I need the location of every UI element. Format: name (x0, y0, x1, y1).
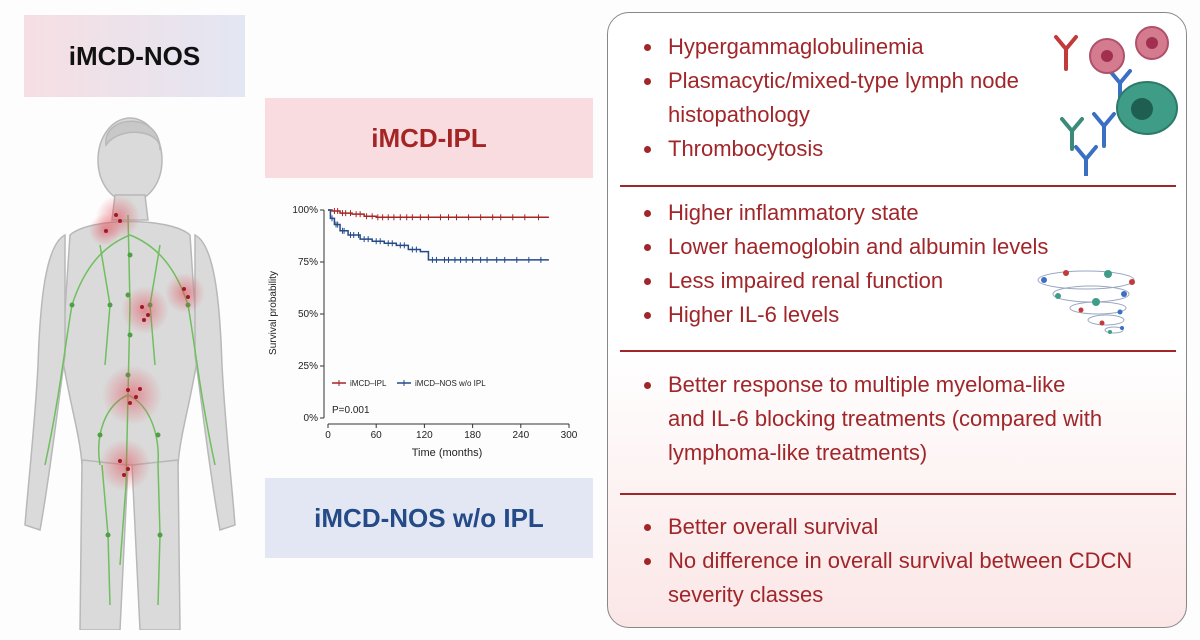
x-tick-label: 120 (416, 430, 433, 441)
chart-series (328, 208, 549, 263)
section-divider (620, 493, 1176, 495)
bullet-item: Hypergammaglobulinemia (641, 30, 1028, 64)
bullet-item: Higher inflammatory state (641, 196, 1048, 230)
legend-label: iMCD–NOS w/o IPL (415, 379, 486, 388)
chart-axes (320, 209, 570, 428)
antibodies-and-cells-icon (1054, 26, 1178, 176)
section-divider (620, 185, 1176, 187)
features-panel: Hypergammaglobulinemia Plasmacytic/mixed… (607, 12, 1187, 628)
y-tick-label: 75% (298, 257, 318, 268)
x-axis-label: Time (months) (412, 447, 483, 459)
y-tick-label: 0% (304, 413, 319, 424)
bullet-item: Better overall survival (641, 510, 1188, 544)
bullet-item: Better response to multiple myeloma-like… (641, 368, 1108, 470)
bullet-item: Higher IL-6 levels (641, 298, 1048, 332)
survival-curve (328, 209, 549, 219)
y-axis-label: Survival probability (268, 271, 279, 355)
imcd-ipl-label: iMCD-IPL (265, 98, 593, 178)
y-tick-label: 100% (292, 205, 318, 216)
bullet-item: Thrombocytosis (641, 132, 1028, 166)
bullet-item: No difference in overall survival betwee… (641, 544, 1188, 612)
imcd-nos-label: iMCD-NOS (24, 15, 245, 97)
x-tick-label: 240 (512, 430, 529, 441)
x-tick-label: 60 (371, 430, 383, 441)
chart-legend: iMCD–IPL iMCD–NOS w/o IPL (332, 379, 486, 388)
p-value-annotation: P=0.001 (332, 405, 370, 416)
cytokine-storm-icon (1037, 270, 1135, 334)
bullet-item: Less impaired renal function (641, 264, 1048, 298)
legend-label: iMCD–IPL (350, 379, 387, 388)
y-tick-label: 50% (298, 309, 318, 320)
survival-chart: 0 60 120 180 240 300 0% 25% 50% 75% 100% Survival … (268, 205, 578, 459)
body-lymph-nodes-icon (24, 117, 236, 630)
section-4-list: Better overall survival No difference in… (641, 510, 1188, 612)
section-2-list: Higher inflammatory state Lower haemoglo… (641, 196, 1048, 332)
section-1-list: Hypergammaglobulinemia Plasmacytic/mixed… (641, 30, 1028, 166)
chart-tick-labels: 0 60 120 180 240 300 0% 25% 50% 75% 100% (292, 205, 577, 441)
x-tick-label: 0 (325, 430, 331, 441)
survival-curve (328, 209, 549, 261)
bullet-item: Plasmacytic/mixed-type lymph node histop… (641, 64, 1028, 132)
section-3-list: Better response to multiple myeloma-like… (641, 368, 1108, 470)
section-divider (620, 350, 1176, 352)
y-tick-label: 25% (298, 361, 318, 372)
x-tick-label: 300 (561, 430, 578, 441)
imcd-nos-wo-ipl-label: iMCD-NOS w/o IPL (265, 478, 593, 558)
bullet-item: Lower haemoglobin and albumin levels (641, 230, 1048, 264)
x-tick-label: 180 (464, 430, 481, 441)
